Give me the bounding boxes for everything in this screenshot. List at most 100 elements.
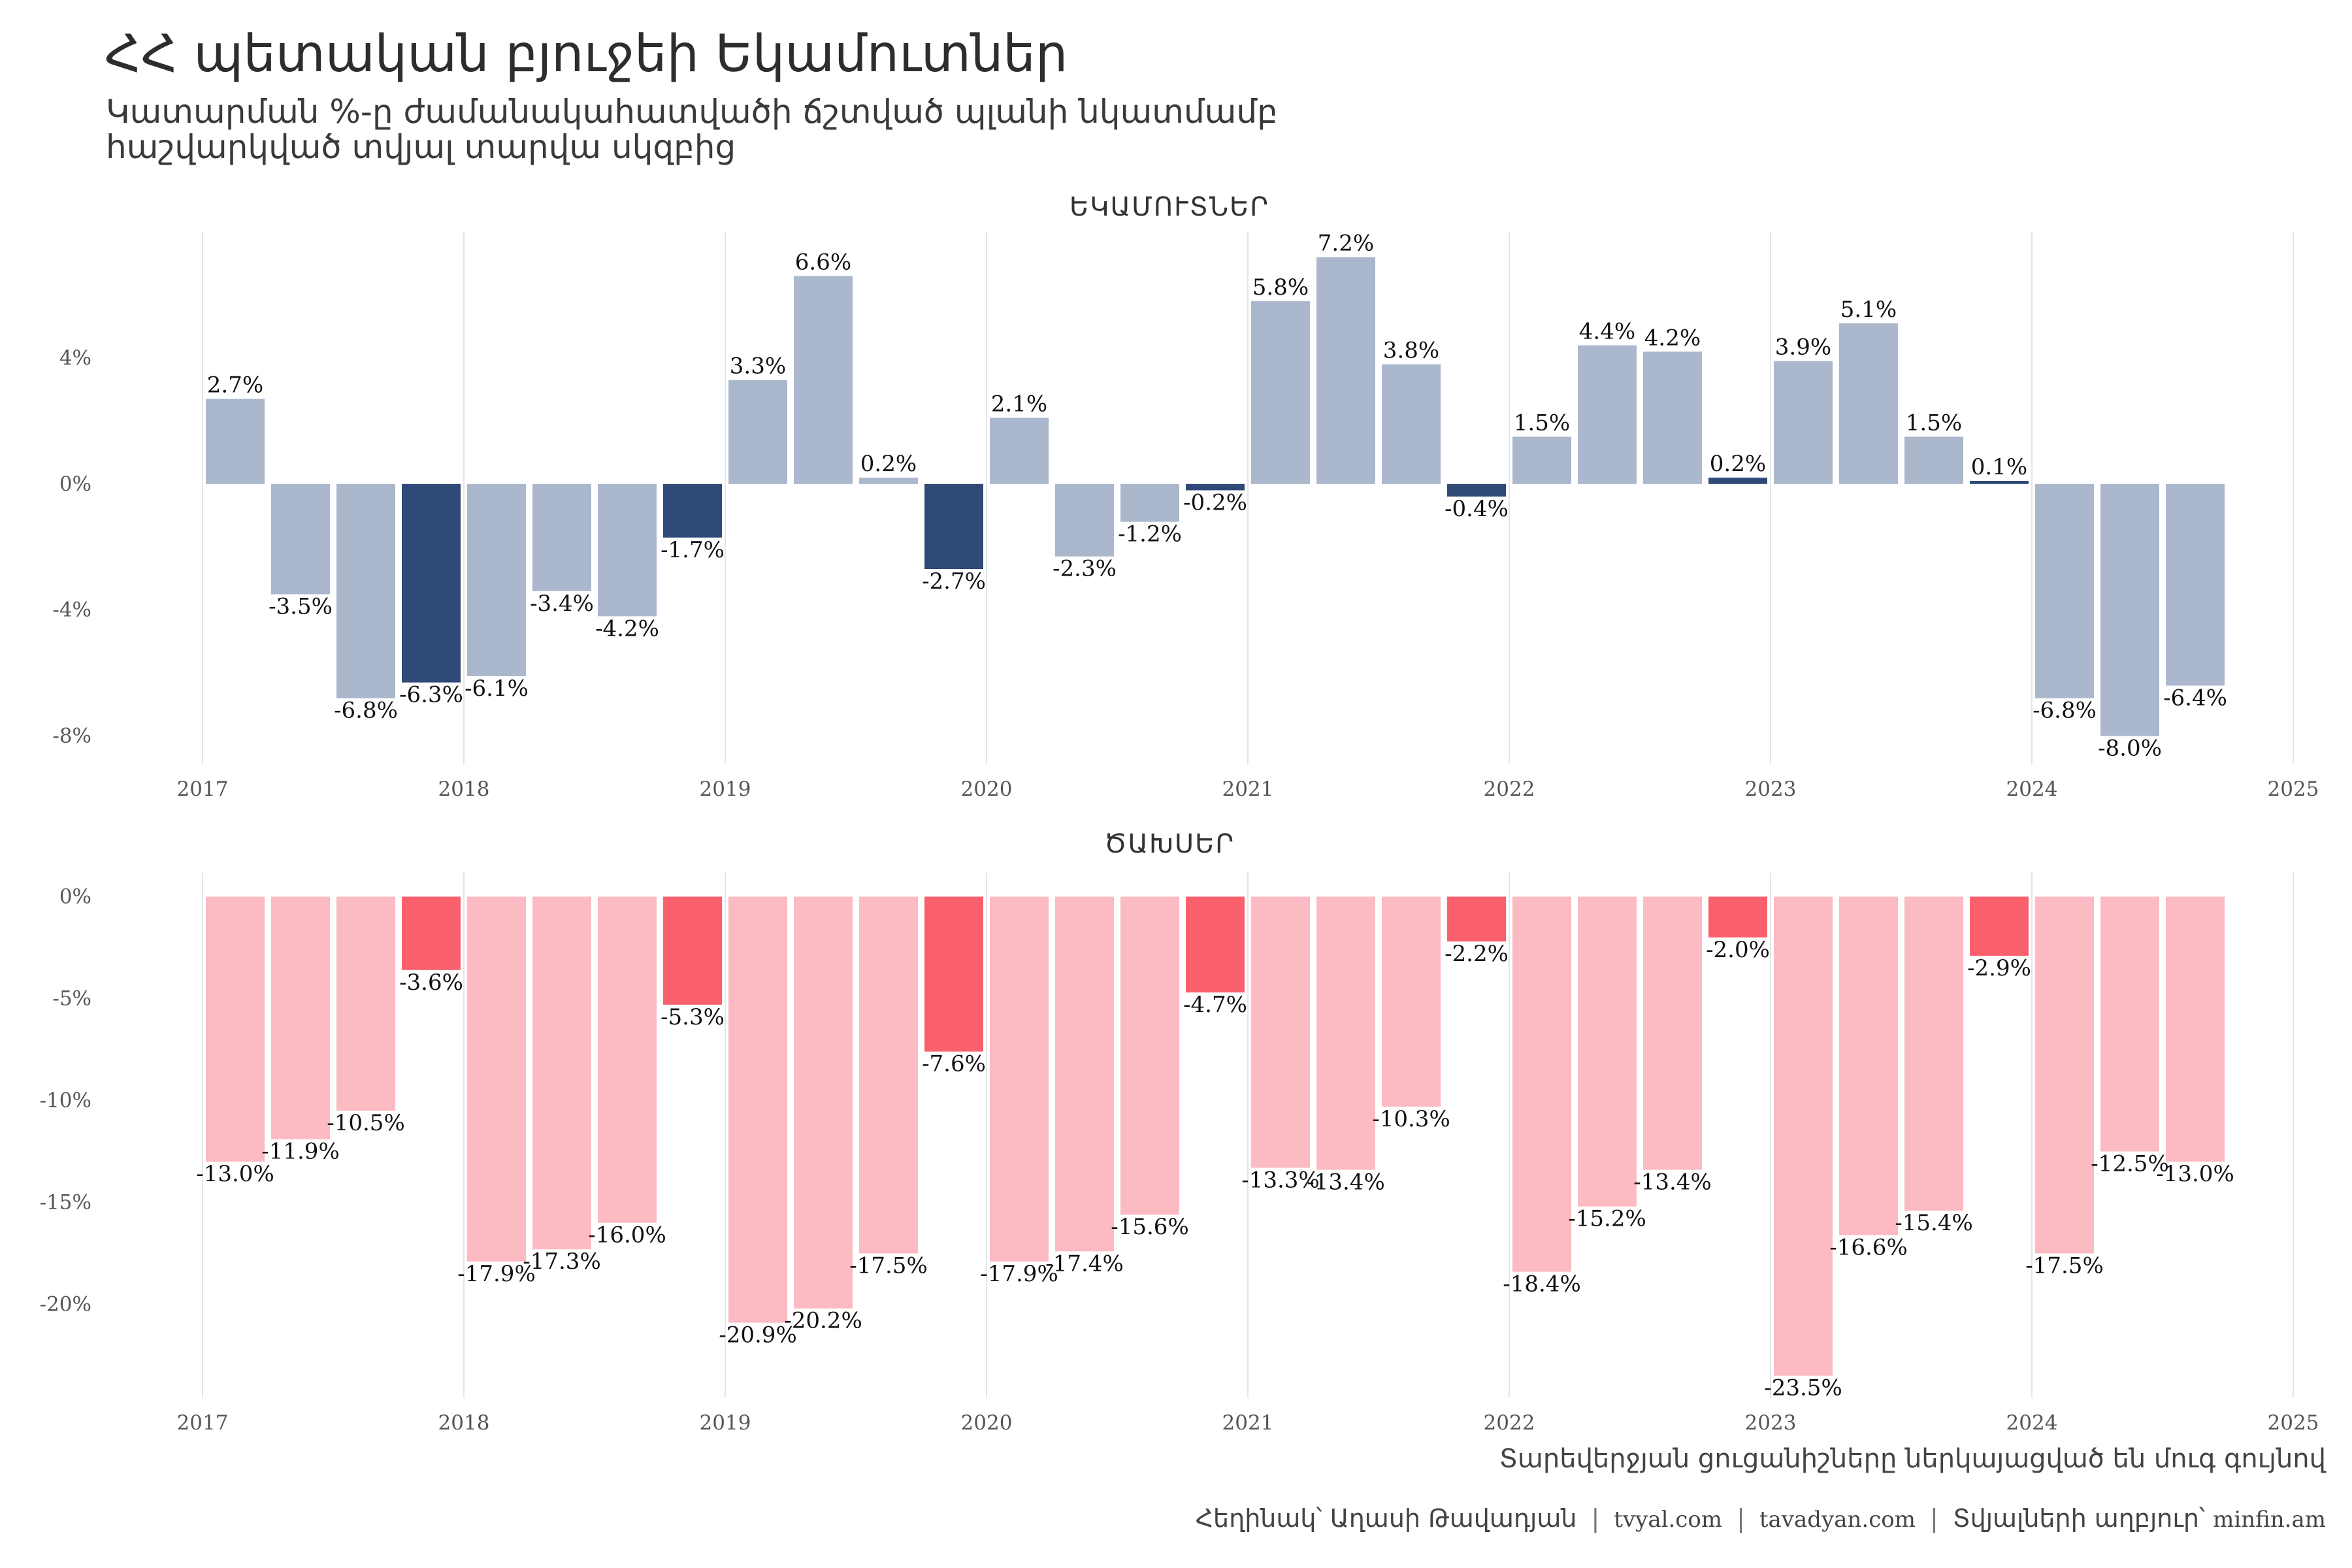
footer-link-tvyal[interactable]: tvyal.com <box>1614 1507 1723 1533</box>
x-tick-label: 2017 <box>177 1411 229 1435</box>
data-label: 1.5% <box>1906 410 1962 436</box>
bar <box>1904 896 1963 1211</box>
data-label: -12.5% <box>2091 1151 2169 1177</box>
x-tick-label: 2018 <box>438 777 490 801</box>
bar <box>2100 896 2159 1152</box>
data-label: -6.1% <box>465 676 529 702</box>
data-label: 6.6% <box>795 250 851 276</box>
data-label: -13.4% <box>1633 1169 1712 1196</box>
bar <box>794 896 853 1309</box>
y-tick-label: -20% <box>40 1292 91 1316</box>
data-label: -13.0% <box>196 1161 274 1187</box>
bar <box>402 896 461 970</box>
data-label: -2.9% <box>1967 955 2031 981</box>
x-tick-label: 2023 <box>1745 777 1797 801</box>
bar <box>794 276 853 484</box>
footer-separator: | <box>1591 1504 1600 1533</box>
bar <box>1708 896 1767 938</box>
bar <box>2166 483 2225 686</box>
data-label: -0.4% <box>1445 496 1509 522</box>
data-label: -6.4% <box>2163 685 2227 711</box>
bar <box>532 483 591 591</box>
bar <box>1186 896 1245 993</box>
bar <box>1120 896 1179 1215</box>
data-label: -0.2% <box>1183 489 1247 515</box>
bar <box>1643 351 1702 484</box>
y-tick-label: -4% <box>52 598 91 622</box>
bar <box>1774 361 1833 484</box>
bar <box>598 483 657 617</box>
data-label: -11.9% <box>261 1139 340 1165</box>
bar <box>1447 896 1506 942</box>
footer-separator: | <box>1930 1504 1938 1533</box>
data-label: 3.3% <box>730 353 786 380</box>
x-tick-label: 2017 <box>177 777 229 801</box>
x-tick-label: 2024 <box>2006 777 2058 801</box>
bar <box>336 896 395 1111</box>
x-tick-label: 2020 <box>961 1411 1013 1435</box>
bar <box>1055 483 1114 557</box>
bar <box>206 896 265 1162</box>
data-label: 2.7% <box>207 372 263 399</box>
data-label: -1.2% <box>1118 521 1182 547</box>
data-label: 4.2% <box>1644 325 1701 351</box>
data-label: 0.1% <box>1971 454 2027 480</box>
data-label: -15.2% <box>1568 1206 1646 1232</box>
bar <box>924 896 983 1052</box>
x-tick-label: 2020 <box>961 777 1013 801</box>
y-tick-label: -10% <box>40 1088 91 1112</box>
bar <box>663 483 722 538</box>
data-label: 1.5% <box>1514 410 1570 436</box>
data-label: 3.9% <box>1775 335 1831 361</box>
data-label: 0.2% <box>1710 451 1766 477</box>
x-tick-label: 2021 <box>1222 1411 1274 1435</box>
footer-separator: | <box>1737 1504 1745 1533</box>
x-tick-label: 2023 <box>1745 1411 1797 1435</box>
x-tick-label: 2021 <box>1222 777 1274 801</box>
data-label: -23.5% <box>1764 1375 1842 1401</box>
bar <box>1316 257 1375 484</box>
data-label: 2.1% <box>991 391 1047 417</box>
data-label: -20.9% <box>719 1322 797 1348</box>
footer-source-label: Տվյալների աղբյուր՝ <box>1952 1504 2205 1533</box>
y-tick-label: -15% <box>40 1190 91 1214</box>
x-tick-label: 2025 <box>2268 777 2319 801</box>
bar <box>924 483 983 570</box>
bar <box>1578 896 1637 1207</box>
footer: Հեղինակ՝ Աղասի Թավադյան | tvyal.com | tavady… <box>1196 1504 2326 1533</box>
bar <box>728 896 787 1323</box>
data-label: -15.4% <box>1895 1210 1973 1236</box>
x-tick-label: 2025 <box>2268 1411 2319 1435</box>
bar <box>859 478 918 484</box>
panel-title: ԵԿԱՄՈՒՏՆԵՐ <box>1070 192 1269 222</box>
x-tick-label: 2022 <box>1484 777 1535 801</box>
bar <box>1382 896 1441 1107</box>
x-tick-label: 2018 <box>438 1411 490 1435</box>
data-label: -17.9% <box>980 1261 1058 1287</box>
data-label: 0.2% <box>860 451 917 477</box>
data-label: -3.5% <box>269 594 333 620</box>
bar <box>1120 483 1179 522</box>
data-label: -18.4% <box>1503 1271 1581 1298</box>
bar <box>859 896 918 1254</box>
panel-title: ԾԱԽՍԵՐ <box>1104 829 1235 859</box>
footer-link-tavadyan[interactable]: tavadyan.com <box>1759 1507 1916 1533</box>
bar <box>1055 896 1114 1252</box>
chart-title: ՀՀ պետական բյուջեի Եկամուտներ <box>105 25 1068 84</box>
x-tick-label: 2019 <box>700 777 751 801</box>
data-label: -13.3% <box>1241 1167 1320 1193</box>
bar <box>2166 896 2225 1162</box>
bar <box>2035 483 2094 698</box>
data-label: -3.4% <box>530 591 594 617</box>
data-label: -17.9% <box>457 1261 536 1287</box>
data-label: -17.5% <box>849 1252 928 1279</box>
bar <box>206 399 265 484</box>
data-label: -4.7% <box>1183 992 1247 1018</box>
bar <box>1578 345 1637 484</box>
bar <box>2100 483 2159 736</box>
data-label: -16.6% <box>1829 1234 1908 1260</box>
bar <box>1251 301 1310 484</box>
bar <box>1970 896 2029 956</box>
bar <box>1447 483 1506 497</box>
data-label: 7.2% <box>1318 231 1374 257</box>
